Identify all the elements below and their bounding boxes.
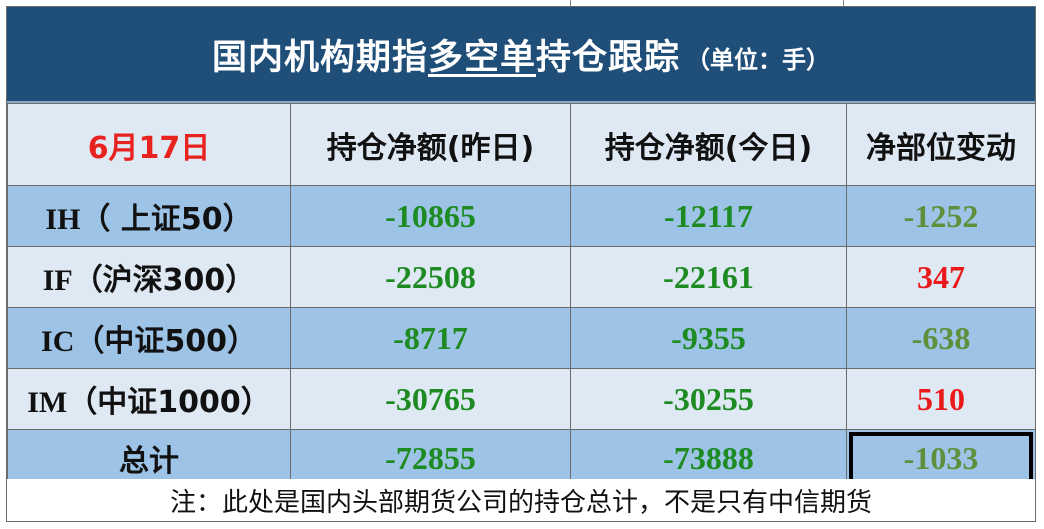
position-table: 国内机构期指多空单持仓跟踪 （单位：手） 6月17日 持仓净额(昨日) 持仓净额… bbox=[6, 6, 1036, 522]
table-row: IM（中证1000） -30765 -30255 510 bbox=[7, 368, 1036, 430]
grid-tick bbox=[843, 0, 844, 6]
title-suffix: 持仓跟踪 bbox=[536, 37, 681, 78]
cell-today: -30255 bbox=[570, 368, 847, 430]
title-bar: 国内机构期指多空单持仓跟踪 （单位：手） bbox=[7, 7, 1035, 103]
contract-name: （中证1000） bbox=[67, 385, 271, 420]
header-row: 6月17日 持仓净额(昨日) 持仓净额(今日) 净部位变动 bbox=[7, 103, 1036, 186]
total-yesterday: -72855 bbox=[290, 429, 571, 487]
cell-today: -12117 bbox=[570, 185, 847, 247]
contract-name: （中证500） bbox=[74, 324, 257, 359]
grid-tick bbox=[570, 0, 571, 6]
contract-code: IF bbox=[42, 264, 73, 297]
row-label: IH（ 上证50） bbox=[7, 185, 291, 247]
cell-yesterday: -22508 bbox=[290, 246, 571, 308]
cell-change: -638 bbox=[846, 307, 1036, 369]
row-label: IC（中证500） bbox=[7, 307, 291, 369]
highlight-frame bbox=[849, 432, 1033, 484]
total-change: -1033 bbox=[846, 429, 1036, 487]
title-prefix: 国内机构期指 bbox=[211, 37, 428, 78]
top-strip bbox=[0, 0, 1044, 6]
cell-yesterday: -30765 bbox=[290, 368, 571, 430]
header-date: 6月17日 bbox=[7, 103, 291, 186]
cell-change: 510 bbox=[846, 368, 1036, 430]
cell-change: 347 bbox=[846, 246, 1036, 308]
header-today: 持仓净额(今日) bbox=[570, 103, 847, 186]
cell-today: -9355 bbox=[570, 307, 847, 369]
footnote: 注：此处是国内头部期货公司的持仓总计，不是只有中信期货 bbox=[7, 479, 1035, 521]
total-row: 总计 -72855 -73888 -1033 bbox=[7, 429, 1036, 487]
header-yesterday: 持仓净额(昨日) bbox=[290, 103, 571, 186]
title-unit: （单位：手） bbox=[686, 45, 831, 74]
contract-name: （沪深300） bbox=[72, 263, 256, 298]
cell-yesterday: -10865 bbox=[290, 185, 571, 247]
title-underlined: 多空单 bbox=[427, 37, 536, 78]
cell-today: -22161 bbox=[570, 246, 847, 308]
total-label: 总计 bbox=[7, 429, 291, 487]
contract-code: IM bbox=[27, 386, 68, 419]
cell-change: -1252 bbox=[846, 185, 1036, 247]
data-grid: 6月17日 持仓净额(昨日) 持仓净额(今日) 净部位变动 IH（ 上证50） … bbox=[7, 103, 1036, 487]
table-row: IH（ 上证50） -10865 -12117 -1252 bbox=[7, 185, 1036, 247]
contract-code: IH bbox=[45, 203, 81, 236]
table-row: IF（沪深300） -22508 -22161 347 bbox=[7, 246, 1036, 308]
row-label: IF（沪深300） bbox=[7, 246, 291, 308]
total-change-value: -1033 bbox=[903, 439, 979, 476]
row-label: IM（中证1000） bbox=[7, 368, 291, 430]
table-row: IC（中证500） -8717 -9355 -638 bbox=[7, 307, 1036, 369]
header-change: 净部位变动 bbox=[846, 103, 1036, 186]
contract-code: IC bbox=[41, 325, 75, 358]
cell-yesterday: -8717 bbox=[290, 307, 571, 369]
contract-name: （ 上证50） bbox=[80, 202, 253, 237]
total-today: -73888 bbox=[570, 429, 847, 487]
table-title: 国内机构期指多空单持仓跟踪 bbox=[212, 29, 680, 80]
